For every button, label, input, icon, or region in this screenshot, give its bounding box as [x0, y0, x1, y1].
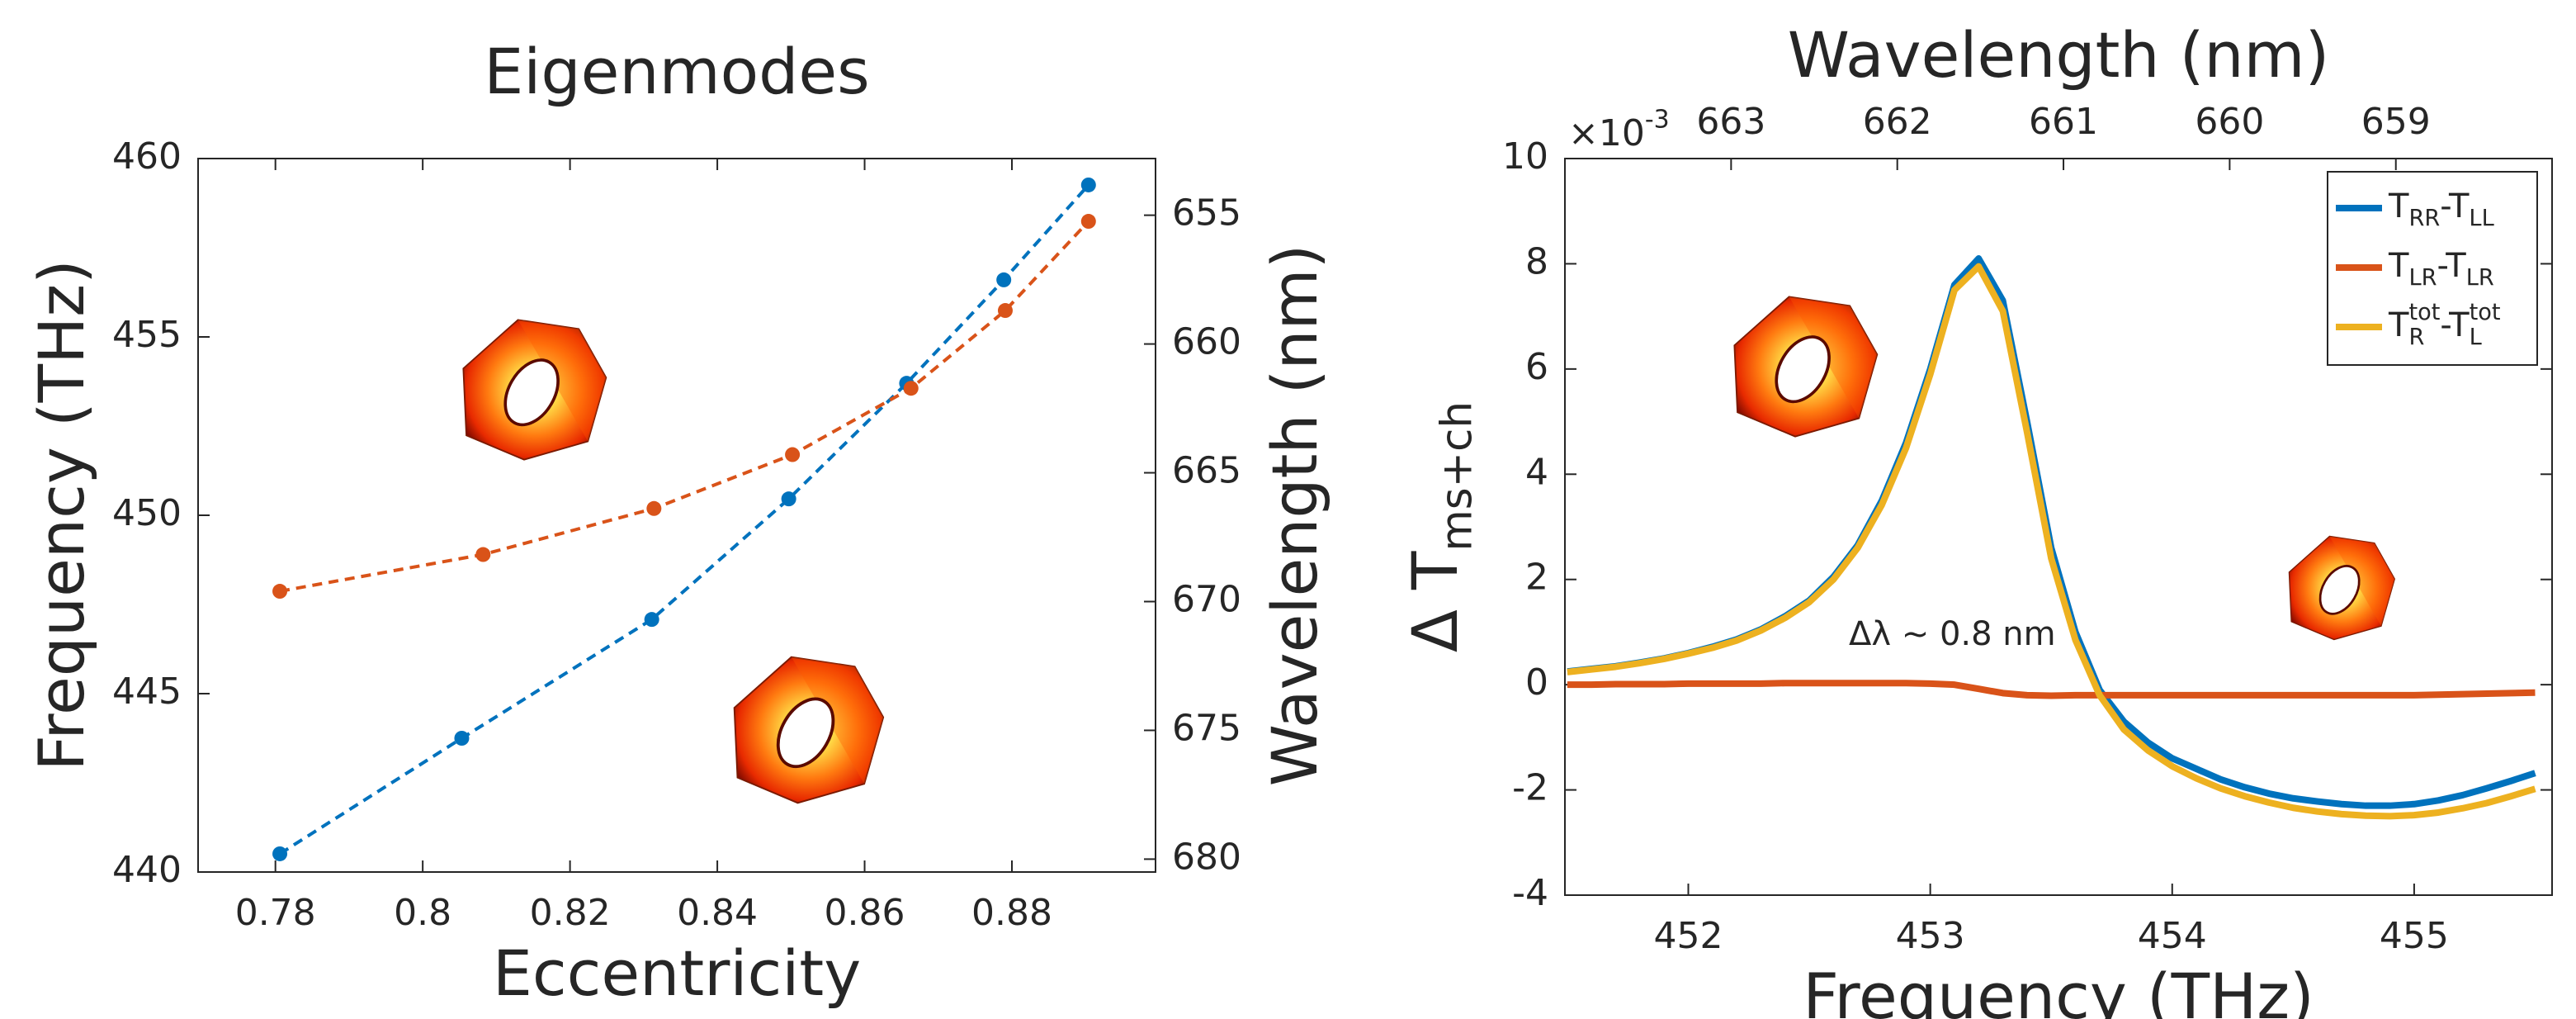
chart-title: Eigenmodes [484, 35, 869, 108]
data-point [644, 612, 659, 628]
data-point [1080, 177, 1096, 192]
data-point [1080, 214, 1096, 230]
x2-tick-label: 659 [2361, 101, 2431, 143]
text-segment: -T [2440, 187, 2470, 225]
y2-axis-label: Wavelength (nm) [1258, 244, 1331, 787]
data-point [903, 381, 919, 396]
y2-tick-label: 660 [1172, 321, 1241, 363]
x-tick-label: 0.78 [235, 892, 316, 934]
y2-tick-label: 680 [1172, 836, 1241, 878]
y-tick-label: 460 [112, 135, 182, 178]
x2-tick-label: 663 [1696, 101, 1765, 143]
x-tick-label: 0.82 [530, 892, 611, 934]
data-point [781, 491, 796, 507]
data-point [785, 447, 801, 462]
data-point [996, 272, 1012, 287]
text-segment: LL [2469, 205, 2493, 230]
y-tick-label: 455 [112, 314, 182, 356]
x-tick-label: 455 [2380, 915, 2449, 957]
y-axis-label: Δ Tms+ch [1398, 401, 1482, 652]
annotation: Δλ ~ 0.8 nm [1849, 615, 2056, 653]
legend-label: Ttot R -Ttot L [2388, 300, 2501, 350]
text-segment: L [2470, 324, 2482, 349]
data-point [997, 303, 1013, 319]
series-line [1567, 263, 2536, 820]
y-tick-label: -2 [1512, 767, 1548, 809]
text-segment: tot [2408, 300, 2440, 325]
text-segment: -T [2440, 306, 2470, 344]
y2-tick-label: 675 [1172, 707, 1241, 749]
text-segment: Δ T [1398, 551, 1472, 652]
y2-tick-label: 670 [1172, 578, 1241, 620]
x-tick-label: 453 [1896, 915, 1965, 957]
legend-label: TRR-TLL [2388, 187, 2494, 230]
y-tick-label: 2 [1525, 557, 1548, 599]
x-tick-label: 0.88 [971, 892, 1052, 934]
text-segment: -T [2437, 247, 2466, 285]
x-axis-label: Frequency (THz) [1803, 960, 2314, 1019]
text-segment: RR [2408, 205, 2440, 230]
text-segment: R [2408, 324, 2424, 349]
x2-tick-label: 662 [1863, 101, 1932, 143]
x-tick-label: 0.84 [677, 892, 758, 934]
text-segment: T [2388, 187, 2409, 225]
y-tick-label: 450 [112, 492, 182, 534]
y-tick-label: 4 [1525, 451, 1548, 493]
x2-tick-label: 660 [2195, 101, 2264, 143]
text-segment: ×10 [1568, 112, 1645, 154]
y-tick-label: 440 [112, 849, 182, 891]
text-segment: T [2388, 247, 2409, 285]
text-segment: LR [2466, 264, 2494, 290]
data-point [272, 584, 288, 600]
y2-tick-label: 655 [1172, 192, 1241, 235]
y-tick-label: 6 [1525, 346, 1548, 388]
text-segment: T [2388, 306, 2409, 344]
text-segment: ms+ch [1432, 401, 1482, 552]
text-segment: -3 [1645, 105, 1670, 134]
x2-axis-label: Wavelength (nm) [1788, 18, 2330, 92]
y-tick-label: 8 [1525, 240, 1548, 282]
x-tick-label: 454 [2138, 915, 2207, 957]
text-segment: tot [2470, 300, 2501, 325]
y-tick-label: 445 [112, 671, 182, 713]
data-point [646, 500, 662, 516]
legend-label: TLR-TLR [2388, 247, 2494, 290]
plot-area [197, 158, 1156, 873]
x2-tick-label: 661 [2029, 101, 2098, 143]
y-tick-label: 10 [1502, 135, 1548, 178]
axis-exponent: ×10-3 [1568, 105, 1670, 154]
data-point [272, 846, 288, 861]
data-point [475, 547, 491, 562]
text-segment: LR [2408, 264, 2437, 290]
data-point [454, 731, 470, 746]
series-line [1567, 680, 2536, 699]
x-axis-label: Eccentricity [493, 936, 861, 1010]
y-tick-label: -4 [1512, 872, 1548, 914]
x-tick-label: 452 [1654, 915, 1723, 957]
x-tick-label: 0.86 [825, 892, 905, 934]
y-tick-label: 0 [1525, 661, 1548, 704]
x-tick-label: 0.8 [394, 892, 451, 934]
y-axis-label: Frequency (THz) [25, 259, 98, 771]
y2-tick-label: 665 [1172, 450, 1241, 492]
